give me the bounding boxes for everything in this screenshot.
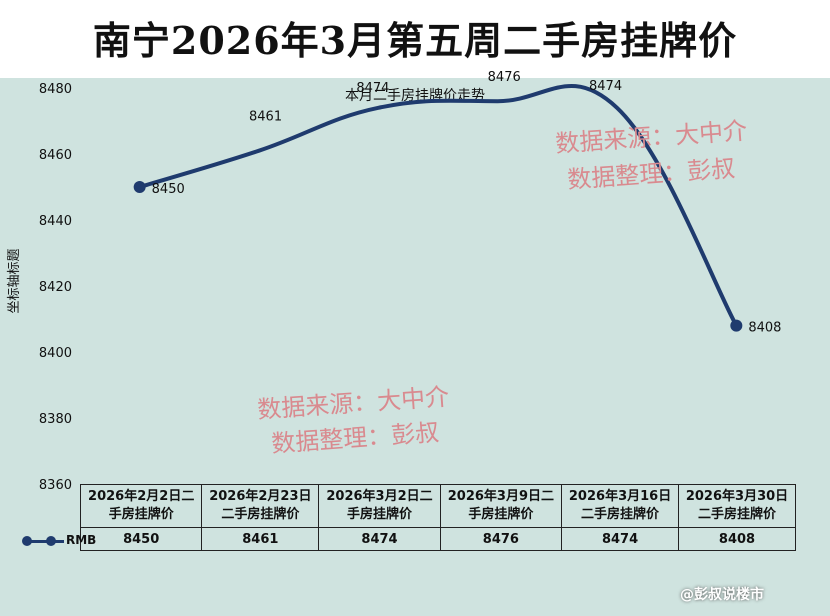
- y-axis-label: 坐标轴标题: [7, 248, 22, 313]
- table-header-cell: 2026年3月30日 二手房挂牌价: [678, 484, 796, 528]
- table-value-cell: 8450: [79, 527, 203, 551]
- table-header-row: 2026年2月2日二 手房挂牌价 2026年2月23日 二手房挂牌价 2026年3月…: [79, 484, 796, 528]
- data-label: 8474: [356, 81, 389, 96]
- data-point: [730, 319, 743, 332]
- legend-label: RMB: [66, 533, 97, 547]
- data-label: 8450: [152, 182, 185, 197]
- data-table: 2026年2月2日二 手房挂牌价 2026年2月23日 二手房挂牌价 2026年3月…: [79, 484, 796, 551]
- y-tick-label: 8380: [39, 412, 72, 427]
- table-value-cell: 8474: [318, 527, 441, 551]
- series-line-rmb: [137, 84, 739, 328]
- table-header-cell: 2026年2月23日 二手房挂牌价: [201, 484, 320, 528]
- data-label: 8474: [589, 79, 622, 94]
- page-title: 南宁2026年3月第五周二手房挂牌价: [92, 18, 738, 63]
- legend-dot-icon: [22, 536, 32, 546]
- legend-key: RMB: [20, 530, 96, 552]
- y-tick-label: 8420: [39, 280, 72, 295]
- data-label: 8408: [748, 321, 781, 336]
- source-badge: @彭叔说楼市: [680, 587, 764, 603]
- table-header-cell: 2026年3月16日 二手房挂牌价: [561, 484, 680, 528]
- y-tick-label: 8440: [39, 214, 72, 229]
- y-tick-label: 8460: [39, 148, 72, 163]
- header: 南宁2026年3月第五周二手房挂牌价: [0, 0, 830, 78]
- table-value-cell: 8474: [561, 527, 680, 551]
- table-value-cell: 8408: [678, 527, 796, 551]
- table-value-cell: 8476: [439, 527, 563, 551]
- table-header-cell: 2026年3月9日二 手房挂牌价: [439, 484, 563, 528]
- y-tick-label: 8480: [39, 82, 72, 97]
- table-value-row: 8450 8461 8474 8476 8474 8408: [79, 527, 796, 551]
- y-tick-label: 8360: [39, 478, 72, 493]
- table-header-cell: 2026年2月2日二 手房挂牌价: [79, 484, 203, 528]
- legend-dot-icon: [46, 536, 56, 546]
- legend-line-icon: [24, 540, 64, 543]
- data-label: 8461: [249, 110, 282, 125]
- table-value-cell: 8461: [201, 527, 320, 551]
- data-point: [133, 181, 146, 193]
- table-header-cell: 2026年3月2日二 手房挂牌价: [318, 484, 441, 528]
- y-tick-label: 8400: [39, 346, 72, 361]
- watermark-text: 数据整理：彭叔: [270, 418, 440, 458]
- watermark-text: 数据整理：彭叔: [566, 154, 736, 194]
- data-label: 8476: [488, 70, 521, 85]
- watermark-text: 数据来源：大中介: [256, 383, 449, 424]
